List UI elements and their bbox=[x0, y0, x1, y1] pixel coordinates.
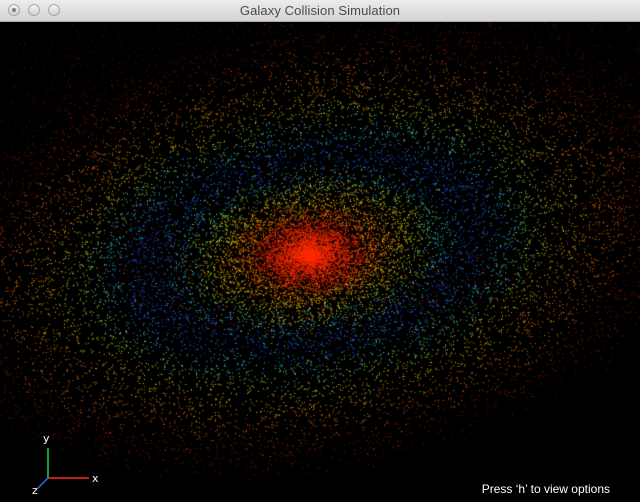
help-hint: Press ‘h’ to view options bbox=[481, 482, 610, 496]
title-bar: Galaxy Collision Simulation bbox=[0, 0, 640, 22]
zoom-button-icon[interactable] bbox=[48, 4, 60, 16]
y-axis-label: y bbox=[43, 432, 50, 445]
window-title: Galaxy Collision Simulation bbox=[239, 3, 401, 18]
galaxy-particle-canvas[interactable] bbox=[0, 22, 640, 502]
z-axis-line bbox=[37, 477, 49, 489]
x-axis-label: x bbox=[92, 472, 99, 485]
minimize-button-icon[interactable] bbox=[28, 4, 40, 16]
close-button-icon[interactable] bbox=[8, 4, 20, 16]
simulation-viewport[interactable]: y x z Press ‘h’ to view options bbox=[0, 22, 640, 502]
axes-gizmo: y x z bbox=[32, 432, 99, 497]
z-axis-label: z bbox=[32, 484, 38, 497]
